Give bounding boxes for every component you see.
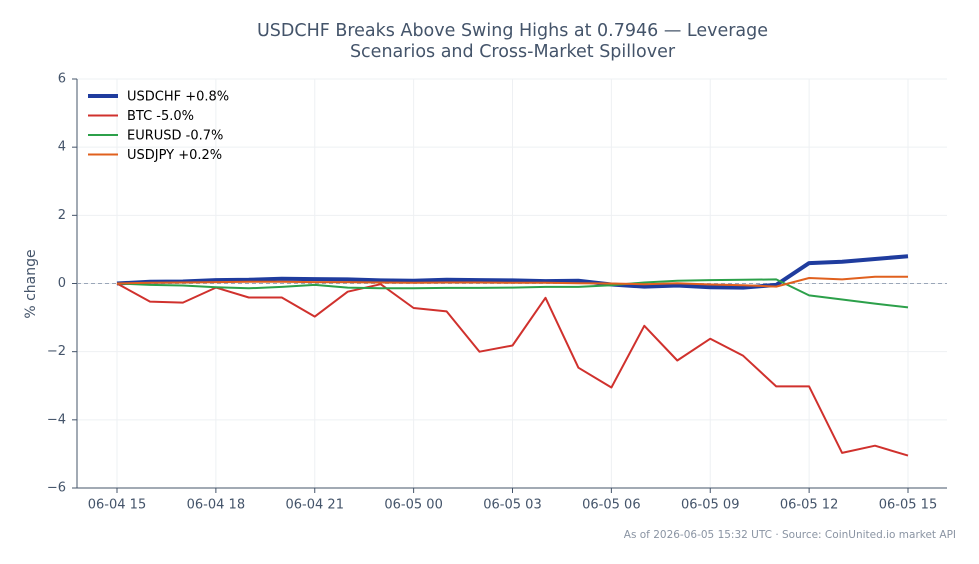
y-axis-label: % change: [23, 249, 39, 318]
x-tick-label: 06-05 03: [483, 498, 541, 513]
series-line: [116, 278, 909, 309]
series-line: [116, 275, 908, 288]
y-tick-label: −2: [47, 344, 66, 359]
x-tick-label: 06-05 09: [681, 498, 739, 513]
legend-label: EURUSD -0.7%: [127, 129, 223, 144]
y-tick-label: −4: [47, 412, 66, 427]
x-tick-label: 06-04 18: [187, 498, 245, 513]
legend-label: USDCHF +0.8%: [127, 90, 229, 105]
y-tick-label: −6: [47, 481, 66, 496]
x-tick-label: 06-04 21: [286, 498, 344, 513]
series-line: [116, 254, 909, 290]
legend-label: USDJPY +0.2%: [127, 148, 222, 163]
y-tick-label: 6: [58, 72, 66, 87]
x-tick-label: 06-05 00: [384, 498, 442, 513]
x-tick-label: 06-04 15: [88, 498, 146, 513]
y-tick-label: 2: [58, 208, 66, 223]
legend-label: BTC -5.0%: [127, 109, 194, 124]
x-tick-label: 06-05 15: [879, 498, 937, 513]
y-tick-label: 4: [58, 140, 66, 155]
x-tick-label: 06-05 06: [582, 498, 640, 513]
series-line: [116, 282, 909, 457]
y-tick-label: 0: [58, 276, 66, 291]
chart-title: USDCHF Breaks Above Swing Highs at 0.794…: [256, 21, 769, 62]
x-tick-label: 06-05 12: [780, 498, 838, 513]
source-note: As of 2026-06-05 15:32 UTC · Source: Coi…: [624, 529, 956, 541]
